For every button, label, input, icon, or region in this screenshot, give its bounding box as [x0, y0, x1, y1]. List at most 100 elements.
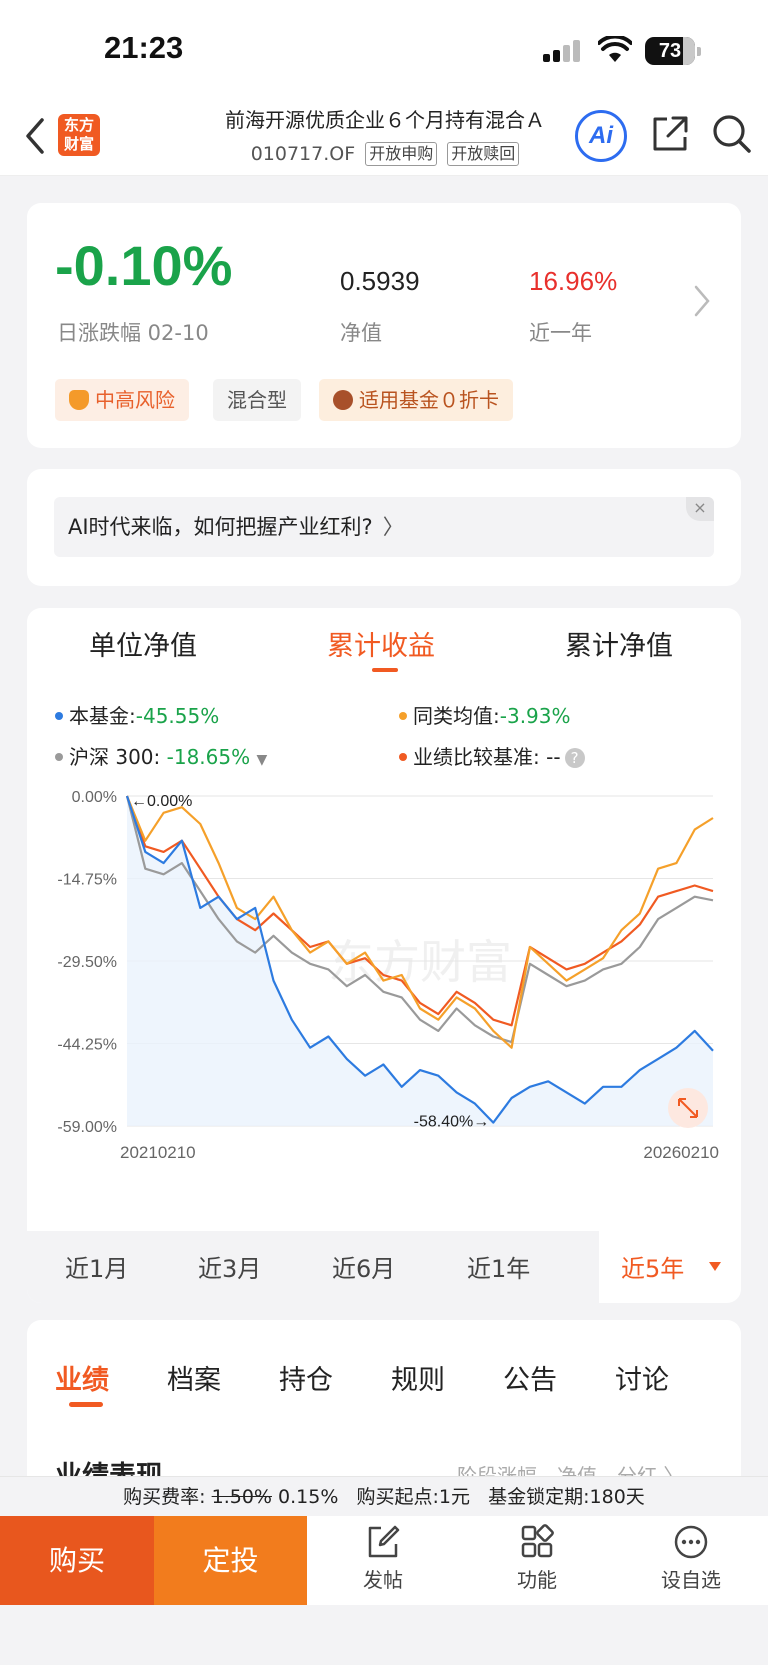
period-5y[interactable]: 近5年 — [599, 1231, 741, 1303]
tab-announcements[interactable]: 公告 — [503, 1365, 557, 1396]
legend-index-label: 沪深 300: — [69, 745, 161, 769]
open-redeem-tag: 开放赎回 — [447, 142, 520, 166]
tab-cumulative-nav[interactable]: 累计净值 — [565, 631, 673, 662]
legend-benchmark-label: 业绩比较基准: — [413, 745, 540, 769]
fund-code: 010717.OF — [250, 143, 356, 165]
share-icon[interactable] — [650, 114, 690, 154]
coupon-icon — [333, 390, 353, 410]
dropdown-arrow-icon — [709, 1262, 721, 1271]
year-return: 16.96% — [529, 266, 618, 296]
cellular-signal-icon — [543, 40, 583, 62]
fund-summary-card[interactable]: -0.10% 日涨跌幅 02-10 0.5939 净值 16.96% 近一年 中… — [27, 203, 741, 448]
battery-icon: 73 — [645, 37, 701, 65]
daily-change-label: 日涨跌幅 02-10 — [57, 321, 209, 345]
battery-level: 73 — [645, 37, 695, 65]
fund-header: 东方 财富 前海开源优质企业６个月持有混合Ａ 010717.OF 开放申购 开放… — [0, 96, 768, 176]
active-tab-indicator — [372, 668, 398, 672]
legend-fund-label: 本基金: — [69, 704, 136, 728]
functions-button[interactable]: 功能 — [482, 1524, 592, 1604]
open-purchase-tag: 开放申购 — [365, 142, 438, 166]
buy-button[interactable]: 购买 — [0, 1516, 154, 1605]
status-bar: 21:23 73 — [0, 0, 768, 96]
series-line — [125, 795, 714, 1044]
original-fee: 1.50% — [211, 1486, 272, 1508]
risk-level-tag[interactable]: 中高风险 — [55, 379, 189, 421]
fee-label: 购买费率: — [123, 1486, 206, 1508]
zero-fee-card-text: 适用基金０折卡 — [359, 388, 499, 412]
legend-peer-value: -3.93% — [499, 704, 571, 728]
tab-unit-nav[interactable]: 单位净值 — [89, 631, 197, 662]
legend-fund-value: -45.55% — [135, 704, 220, 728]
tab-rules[interactable]: 规则 — [391, 1365, 445, 1396]
ai-banner[interactable]: AI时代来临，如何把握产业红利? 〉 × — [54, 497, 714, 557]
post-button[interactable]: 发帖 — [328, 1524, 438, 1604]
series-line — [125, 795, 714, 1124]
period-5y-label: 近5年 — [621, 1255, 685, 1283]
period-selector: 近1月 近3月 近6月 近1年 近5年 — [27, 1231, 741, 1303]
min-annotation: -58.40%→ — [414, 1114, 490, 1131]
more-circle-icon — [674, 1525, 708, 1559]
max-annotation: ←0.00% — [131, 793, 192, 810]
risk-level-text: 中高风险 — [95, 388, 175, 412]
fund-code-row: 010717.OF 开放申购 开放赎回 — [150, 142, 620, 166]
functions-label: 功能 — [517, 1568, 557, 1592]
ai-banner-card: AI时代来临，如何把握产业红利? 〉 × — [27, 469, 741, 586]
x-tick-label: 20260210 — [643, 1143, 719, 1162]
shield-icon — [69, 390, 89, 410]
legend-index-value: -18.65% — [166, 745, 251, 769]
home-indicator-area — [0, 1605, 768, 1665]
tab-holdings[interactable]: 持仓 — [279, 1365, 333, 1396]
grid-icon — [521, 1524, 554, 1558]
nav-value: 0.5939 — [340, 266, 420, 296]
period-6m[interactable]: 近6月 — [332, 1255, 396, 1283]
close-icon[interactable]: × — [686, 497, 714, 521]
period-3m[interactable]: 近3月 — [198, 1255, 262, 1283]
ai-banner-text: AI时代来临，如何把握产业红利? — [68, 515, 373, 539]
lock-period: 基金锁定期:180天 — [488, 1486, 645, 1508]
logo-line-1: 东方 — [63, 116, 94, 134]
active-tab-indicator — [69, 1402, 103, 1407]
x-tick-label: 20210210 — [120, 1143, 196, 1162]
period-1m[interactable]: 近1月 — [65, 1255, 129, 1283]
tab-profile[interactable]: 档案 — [167, 1365, 221, 1396]
eastmoney-logo[interactable]: 东方 财富 — [58, 114, 100, 156]
tab-discussion[interactable]: 讨论 — [615, 1365, 669, 1396]
cumulative-return-chart[interactable]: 东方财富0.00%-14.75%-29.50%-44.25%-59.00%202… — [27, 788, 741, 1213]
fund-type-tag: 混合型 — [213, 379, 301, 421]
tab-cumulative-return[interactable]: 累计收益 — [327, 631, 435, 662]
status-time: 21:23 — [104, 30, 184, 65]
fee-info-bar: 购买费率: 1.50% 0.15% 购买起点:1元 基金锁定期:180天 — [0, 1476, 768, 1516]
y-tick-label: -59.00% — [57, 1119, 117, 1136]
y-tick-label: -44.25% — [57, 1037, 117, 1054]
dropdown-arrow-icon: ▼ — [256, 752, 268, 768]
legend-peer: 同类均值:-3.93% — [399, 700, 571, 729]
chevron-right-icon[interactable] — [692, 283, 712, 319]
wifi-icon — [598, 36, 632, 62]
bottom-action-bar: 购买 定投 发帖 功能 设自选 — [0, 1516, 768, 1605]
fund-name: 前海开源优质企业６个月持有混合Ａ — [225, 108, 545, 132]
back-arrow-icon[interactable] — [22, 116, 48, 156]
chevron-right-icon: 〉 — [382, 515, 404, 539]
legend-benchmark-value: -- — [546, 745, 561, 769]
period-1y[interactable]: 近1年 — [467, 1255, 531, 1283]
discount-fee: 0.15% — [278, 1486, 339, 1508]
auto-invest-button[interactable]: 定投 — [154, 1516, 307, 1605]
year-return-label: 近一年 — [529, 321, 592, 345]
min-purchase: 购买起点:1元 — [356, 1486, 471, 1508]
nav-label: 净值 — [340, 321, 382, 345]
help-icon[interactable]: ? — [564, 748, 585, 768]
tab-performance[interactable]: 业绩 — [55, 1365, 109, 1396]
daily-change: -0.10% — [55, 234, 233, 297]
legend-index[interactable]: 沪深 300: -18.65% ▼ — [55, 741, 267, 770]
legend-peer-label: 同类均值: — [413, 704, 500, 728]
add-watchlist-button[interactable]: 设自选 — [636, 1524, 746, 1604]
zero-fee-card-tag[interactable]: 适用基金０折卡 — [319, 379, 513, 421]
legend-fund: 本基金:-45.55% — [55, 700, 219, 729]
fund-area — [127, 796, 713, 1126]
edit-icon — [368, 1525, 400, 1558]
search-icon[interactable] — [710, 112, 754, 156]
expand-icon-arrows — [678, 1098, 698, 1118]
y-tick-label: -14.75% — [57, 872, 117, 889]
ai-assistant-button[interactable]: Ai — [575, 110, 627, 162]
legend-benchmark: 业绩比较基准: --? — [399, 741, 585, 770]
